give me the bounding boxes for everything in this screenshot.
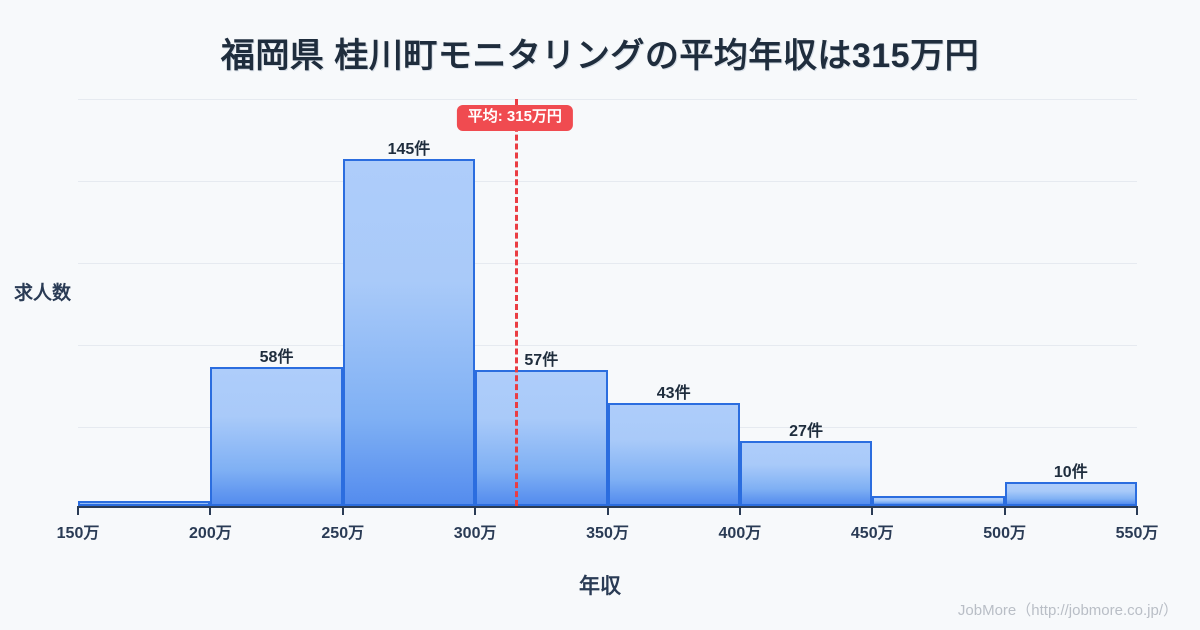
- x-tick-label: 450万: [850, 525, 894, 542]
- x-tick-label: 300万: [453, 525, 497, 542]
- average-line: [514, 99, 518, 506]
- histogram-bar: [210, 367, 343, 506]
- x-tick-label: 500万: [983, 525, 1026, 542]
- gridline: [78, 345, 1137, 346]
- bar-value-label: 10件: [1053, 464, 1088, 482]
- bars-layer: [78, 99, 1137, 506]
- histogram-bar: [475, 369, 608, 506]
- x-tick-label: 200万: [189, 525, 232, 542]
- histogram-bar: [342, 158, 476, 506]
- average-badge: 平均: 315万円: [456, 105, 573, 131]
- histogram-bar: [1004, 482, 1137, 506]
- x-tick-label: 350万: [586, 525, 629, 542]
- gridline: [78, 99, 1137, 100]
- x-tick-mark: [474, 506, 477, 515]
- histogram-bar: [78, 501, 211, 506]
- gridline: [78, 181, 1137, 182]
- x-tick-label: 250万: [321, 525, 365, 542]
- bar-value-label: 145件: [387, 140, 431, 158]
- x-tick-mark: [606, 506, 609, 515]
- x-tick-label: 150万: [56, 525, 100, 542]
- bar-value-label: 57件: [524, 351, 559, 369]
- bar-value-label: 43件: [656, 385, 691, 403]
- x-tick-mark: [341, 506, 344, 515]
- histogram-bar: [607, 403, 740, 506]
- x-tick-mark: [1003, 506, 1006, 515]
- histogram-bar: [872, 496, 1005, 506]
- bar-value-label: 27件: [789, 423, 823, 441]
- x-tick-label: 550万: [1115, 525, 1159, 542]
- x-tick-label: 400万: [718, 525, 762, 542]
- plot-area: [78, 99, 1137, 506]
- x-tick-mark: [738, 506, 741, 515]
- x-tick-mark: [1136, 506, 1138, 515]
- gridline: [78, 263, 1137, 264]
- x-axis-title: 年収: [579, 575, 621, 598]
- histogram-bar: [739, 441, 873, 506]
- y-axis-title: 求人数: [14, 283, 72, 304]
- page-title: 福岡県 桂川町モニタリングの平均年収は315万円: [220, 37, 980, 75]
- x-tick-mark: [209, 506, 212, 515]
- bar-value-label: 58件: [259, 349, 294, 367]
- x-tick-mark: [77, 506, 79, 515]
- footer-credit: JobMore（http://jobmore.co.jp/）: [957, 602, 1178, 619]
- x-tick-mark: [871, 506, 874, 515]
